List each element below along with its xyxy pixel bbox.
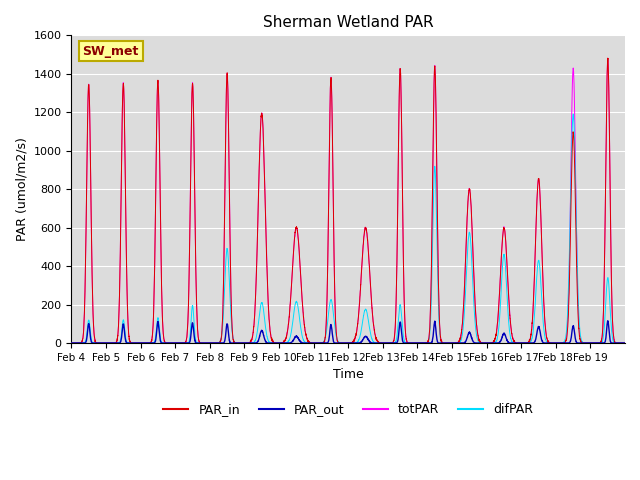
PAR_in	[182, 338, 190, 344]
difPAR	[68, 340, 76, 346]
PAR_out	[500, 331, 508, 336]
totPAR	[541, 326, 549, 332]
PAR_in	[369, 314, 376, 320]
PAR_in	[604, 55, 612, 61]
difPAR	[500, 252, 508, 257]
PAR_in	[527, 330, 535, 336]
X-axis label: Time: Time	[333, 368, 364, 381]
Line: totPAR: totPAR	[72, 58, 625, 343]
PAR_out	[621, 340, 629, 346]
PAR_in	[541, 327, 549, 333]
Legend: PAR_in, PAR_out, totPAR, difPAR: PAR_in, PAR_out, totPAR, difPAR	[158, 398, 538, 421]
Line: PAR_out: PAR_out	[72, 321, 625, 343]
PAR_in	[500, 226, 508, 232]
Line: PAR_in: PAR_in	[72, 58, 625, 343]
PAR_in	[230, 340, 238, 346]
totPAR	[621, 340, 629, 346]
PAR_in	[399, 189, 406, 195]
Line: difPAR: difPAR	[72, 114, 625, 343]
PAR_out	[182, 340, 190, 346]
difPAR	[399, 322, 406, 328]
totPAR	[500, 225, 508, 231]
PAR_out	[68, 340, 76, 346]
difPAR	[621, 340, 629, 346]
difPAR	[541, 336, 549, 342]
totPAR	[68, 340, 76, 346]
difPAR	[369, 338, 376, 344]
difPAR	[570, 111, 577, 117]
PAR_out	[369, 340, 376, 346]
PAR_in	[621, 340, 629, 346]
PAR_out	[604, 318, 612, 324]
totPAR	[527, 330, 535, 336]
Title: Sherman Wetland PAR: Sherman Wetland PAR	[263, 15, 433, 30]
Text: SW_met: SW_met	[83, 45, 139, 58]
difPAR	[527, 338, 535, 344]
PAR_out	[541, 340, 549, 346]
difPAR	[182, 340, 190, 346]
PAR_out	[527, 340, 535, 346]
totPAR	[399, 180, 406, 186]
Y-axis label: PAR (umol/m2/s): PAR (umol/m2/s)	[15, 137, 28, 241]
PAR_in	[68, 340, 76, 346]
totPAR	[604, 55, 612, 61]
totPAR	[182, 337, 190, 343]
PAR_out	[399, 337, 406, 343]
totPAR	[369, 313, 376, 319]
